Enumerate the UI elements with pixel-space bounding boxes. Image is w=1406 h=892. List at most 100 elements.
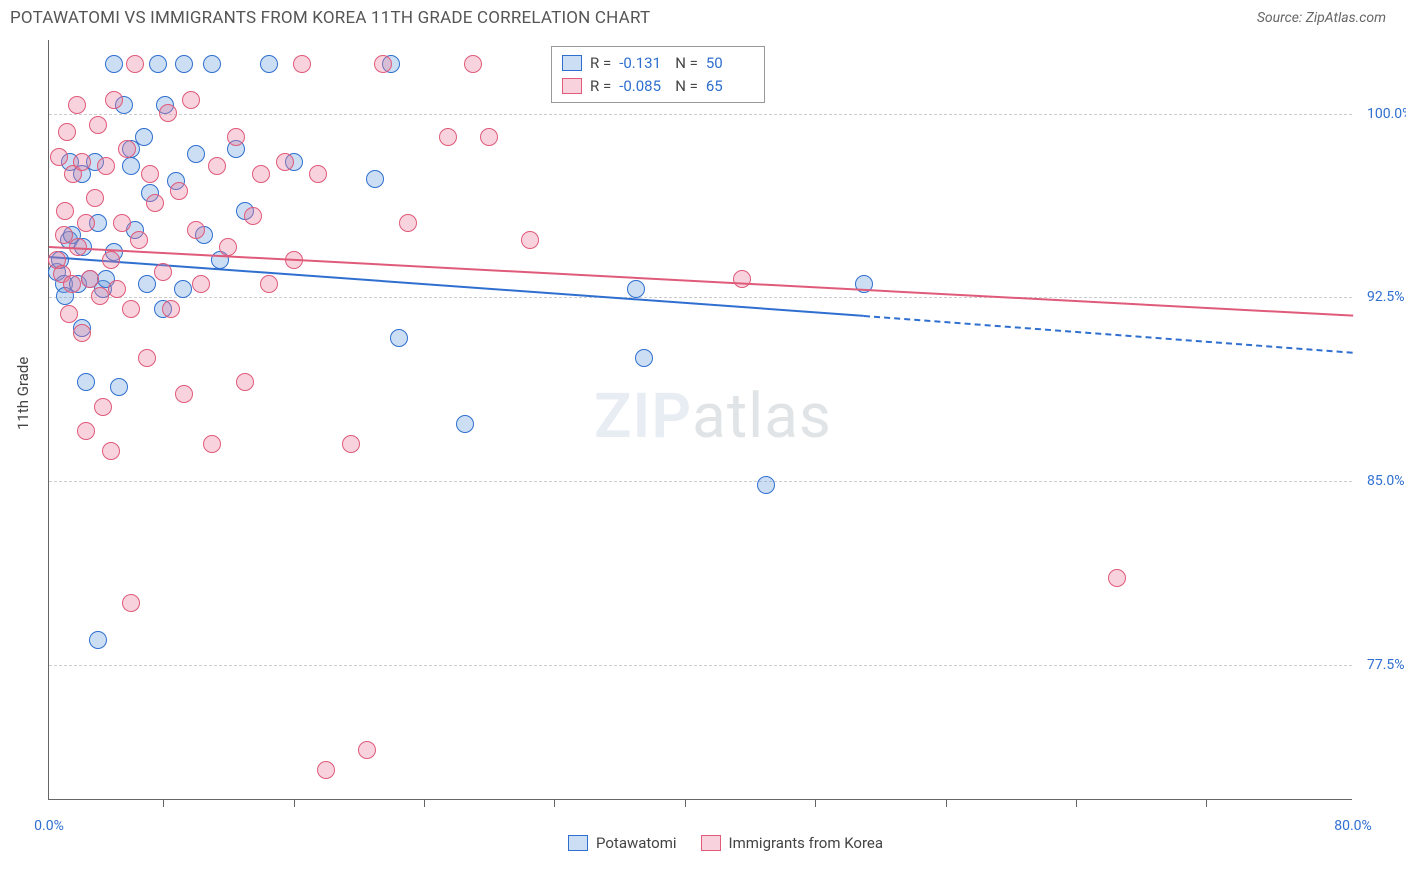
data-point [182, 91, 200, 109]
data-point [635, 349, 653, 367]
data-point [260, 275, 278, 293]
data-point [154, 263, 172, 281]
data-point [439, 128, 457, 146]
data-point [358, 741, 376, 759]
x-tick [294, 799, 295, 807]
x-tick [815, 799, 816, 807]
data-point [68, 96, 86, 114]
data-point [374, 55, 392, 73]
data-point [146, 194, 164, 212]
bottom-legend: Potawatomi Immigrants from Korea [568, 834, 1406, 852]
data-point [342, 435, 360, 453]
data-point [105, 91, 123, 109]
data-point [219, 238, 237, 256]
data-point [733, 270, 751, 288]
data-point [480, 128, 498, 146]
data-point [77, 422, 95, 440]
stat-r-label: R = [590, 75, 611, 98]
stat-r-value: -0.085 [619, 75, 667, 98]
data-point [159, 104, 177, 122]
watermark: ZIPatlas [594, 380, 832, 453]
x-tick [163, 799, 164, 807]
data-point [162, 300, 180, 318]
data-point [456, 415, 474, 433]
data-point [122, 594, 140, 612]
stat-r-label: R = [590, 52, 611, 75]
data-point [170, 182, 188, 200]
data-point [81, 270, 99, 288]
data-point [94, 398, 112, 416]
data-point [366, 170, 384, 188]
legend-swatch [562, 78, 582, 94]
y-tick-label: 100.0% [1367, 106, 1406, 122]
data-point [175, 385, 193, 403]
data-point [91, 287, 109, 305]
gridline [49, 114, 1352, 115]
stat-legend-row: R = -0.131 N = 50 [562, 52, 754, 75]
x-tick [946, 799, 947, 807]
stat-legend-row: R = -0.085 N = 65 [562, 75, 754, 98]
data-point [252, 165, 270, 183]
x-axis-label: 80.0% [1334, 818, 1372, 834]
data-point [236, 373, 254, 391]
stat-r-value: -0.131 [619, 52, 667, 75]
stat-n-value: 65 [706, 75, 754, 98]
x-tick [1206, 799, 1207, 807]
data-point [108, 280, 126, 298]
data-point [309, 165, 327, 183]
data-point [244, 207, 262, 225]
data-point [260, 55, 278, 73]
data-point [757, 476, 775, 494]
data-point [73, 153, 91, 171]
data-point [1108, 569, 1126, 587]
data-point [390, 329, 408, 347]
x-tick [685, 799, 686, 807]
legend-item: Potawatomi [568, 834, 677, 852]
data-point [77, 214, 95, 232]
data-point [187, 221, 205, 239]
chart-header: POTAWATOMI VS IMMIGRANTS FROM KOREA 11TH… [0, 0, 1406, 32]
plot-area: 100.0%92.5%85.0%77.5%0.0%80.0%ZIPatlasR … [48, 40, 1352, 800]
chart-container: 100.0%92.5%85.0%77.5%0.0%80.0%ZIPatlasR … [48, 40, 1406, 852]
data-point [86, 189, 104, 207]
stat-n-label: N = [675, 52, 698, 75]
data-point [105, 55, 123, 73]
legend-label: Immigrants from Korea [729, 834, 883, 852]
data-point [521, 231, 539, 249]
data-point [89, 631, 107, 649]
data-point [627, 280, 645, 298]
legend-swatch [562, 55, 582, 71]
chart-title: POTAWATOMI VS IMMIGRANTS FROM KOREA 11TH… [10, 8, 650, 28]
data-point [276, 153, 294, 171]
gridline [49, 297, 1352, 298]
data-point [63, 275, 81, 293]
data-point [110, 378, 128, 396]
data-point [58, 123, 76, 141]
stat-n-value: 50 [706, 52, 754, 75]
data-point [174, 280, 192, 298]
data-point [464, 55, 482, 73]
data-point [126, 55, 144, 73]
data-point [138, 275, 156, 293]
data-point [141, 165, 159, 183]
data-point [317, 761, 335, 779]
data-point [122, 300, 140, 318]
data-point [203, 435, 221, 453]
data-point [102, 442, 120, 460]
data-point [149, 55, 167, 73]
stat-n-label: N = [675, 75, 698, 98]
data-point [77, 373, 95, 391]
data-point [102, 251, 120, 269]
data-point [73, 324, 91, 342]
legend-label: Potawatomi [596, 834, 677, 852]
x-axis-label: 0.0% [34, 818, 64, 834]
data-point [138, 349, 156, 367]
stat-legend: R = -0.131 N = 50 R = -0.085 N = 65 [551, 46, 765, 103]
trend-line [49, 246, 1353, 317]
y-tick-label: 92.5% [1367, 289, 1405, 305]
gridline [49, 481, 1352, 482]
data-point [187, 145, 205, 163]
y-tick-label: 85.0% [1367, 473, 1405, 489]
data-point [56, 202, 74, 220]
data-point [118, 140, 136, 158]
